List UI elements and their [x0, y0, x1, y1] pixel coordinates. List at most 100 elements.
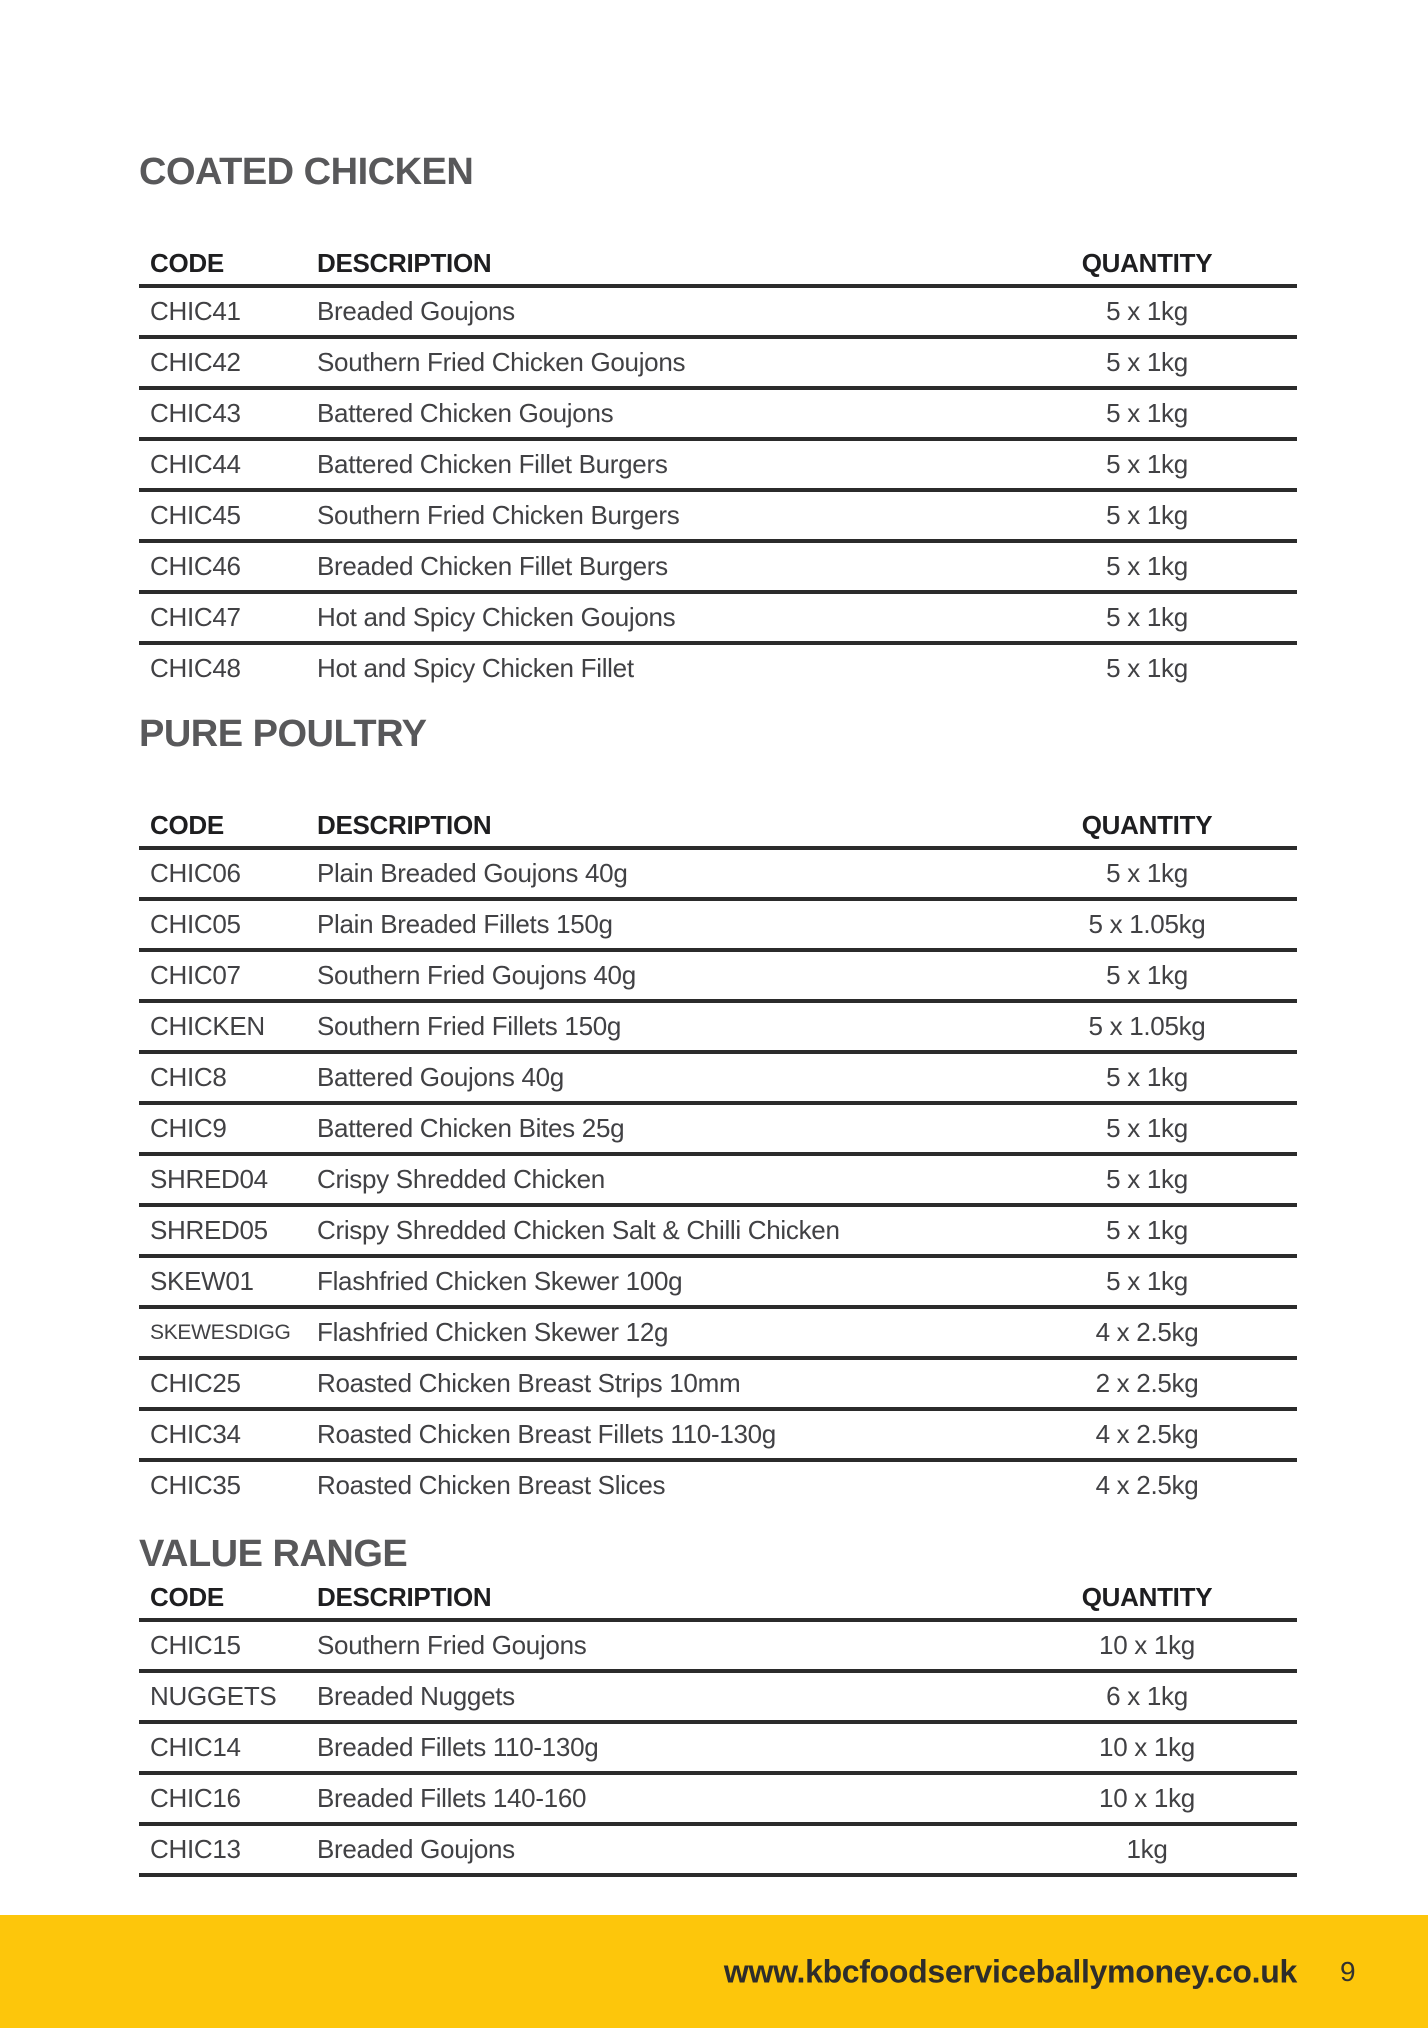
table-row: CHIC34 Roasted Chicken Breast Fillets 110… — [139, 1411, 1297, 1462]
cell-quantity: 5 x 1kg — [1106, 449, 1188, 479]
cell-code: CHIC46 — [150, 551, 241, 581]
cell-description: Breaded Goujons — [317, 1834, 515, 1864]
footer-band: www.kbcfoodserviceballymoney.co.uk 9 — [0, 1915, 1428, 2028]
column-header-description: DESCRIPTION — [317, 809, 492, 840]
cell-code: CHIC44 — [150, 449, 241, 479]
table-row: SHRED05 Crispy Shredded Chicken Salt & Ch… — [139, 1207, 1297, 1258]
cell-quantity: 10 x 1kg — [1099, 1783, 1195, 1813]
table-row: CHICKEN Southern Fried Fillets 150g 5 x 1.… — [139, 1003, 1297, 1054]
table-row: CHIC16 Breaded Fillets 140-160 10 x 1kg — [139, 1775, 1297, 1826]
cell-code: SKEW01 — [150, 1266, 254, 1296]
cell-description: Hot and Spicy Chicken Fillet — [317, 653, 634, 683]
column-header-description: DESCRIPTION — [317, 1581, 492, 1612]
cell-description: Southern Fried Goujons 40g — [317, 960, 636, 990]
table-row: CHIC35 Roasted Chicken Breast Slices 4 x 2… — [139, 1462, 1297, 1509]
section-title: VALUE RANGE — [139, 1533, 408, 1575]
cell-quantity: 2 x 2.5kg — [1095, 1368, 1199, 1398]
cell-description: Southern Fried Chicken Goujons — [317, 347, 686, 377]
cell-quantity: 4 x 2.5kg — [1095, 1317, 1199, 1347]
table-body: CHIC15 Southern Fried Goujons 10 x 1kg NUGG… — [139, 1622, 1297, 1877]
cell-code: SHRED04 — [150, 1164, 268, 1194]
table-row: SKEWESDIGG Flashfried Chicken Skewer 12g 4… — [139, 1309, 1297, 1360]
table-row: CHIC8 Battered Goujons 40g 5 x 1kg — [139, 1054, 1297, 1105]
cell-description: Battered Chicken Bites 25g — [317, 1113, 625, 1143]
cell-description: Battered Chicken Goujons — [317, 398, 614, 428]
cell-code: CHIC05 — [150, 909, 241, 939]
section-title: COATED CHICKEN — [139, 151, 474, 193]
table-row: CHIC14 Breaded Fillets 110-130g 10 x 1kg — [139, 1724, 1297, 1775]
cell-code: CHIC48 — [150, 653, 241, 683]
cell-code: CHIC15 — [150, 1630, 241, 1660]
table-row: CHIC06 Plain Breaded Goujons 40g 5 x 1kg — [139, 850, 1297, 901]
cell-code: CHIC35 — [150, 1470, 241, 1500]
cell-description: Southern Fried Goujons — [317, 1630, 587, 1660]
cell-quantity: 5 x 1kg — [1106, 398, 1188, 428]
cell-code: CHIC43 — [150, 398, 241, 428]
cell-code: SKEWESDIGG — [150, 1320, 291, 1344]
table-row: CHIC41 Breaded Goujons 5 x 1kg — [139, 288, 1297, 339]
table-header-row: CODE DESCRIPTION QUANTITY — [139, 1576, 1297, 1622]
table-header-row: CODE DESCRIPTION QUANTITY — [139, 804, 1297, 850]
cell-description: Flashfried Chicken Skewer 100g — [317, 1266, 683, 1296]
table-body: CHIC06 Plain Breaded Goujons 40g 5 x 1kg CH… — [139, 850, 1297, 1509]
cell-quantity: 6 x 1kg — [1106, 1681, 1188, 1711]
table-row: CHIC47 Hot and Spicy Chicken Goujons 5 x 1… — [139, 594, 1297, 645]
cell-code: CHIC45 — [150, 500, 241, 530]
column-header-code: CODE — [150, 247, 224, 278]
cell-quantity: 5 x 1kg — [1106, 1215, 1188, 1245]
table-row: SHRED04 Crispy Shredded Chicken 5 x 1kg — [139, 1156, 1297, 1207]
table-row: NUGGETS Breaded Nuggets 6 x 1kg — [139, 1673, 1297, 1724]
section-coated-chicken: COATED CHICKEN CODE DESCRIPTION QUANTITY… — [139, 150, 1297, 692]
cell-description: Crispy Shredded Chicken Salt & Chilli Ch… — [317, 1215, 840, 1245]
table-row: CHIC48 Hot and Spicy Chicken Fillet 5 x 1k… — [139, 645, 1297, 692]
cell-code: CHIC25 — [150, 1368, 241, 1398]
cell-description: Breaded Nuggets — [317, 1681, 515, 1711]
cell-code: CHIC42 — [150, 347, 241, 377]
cell-code: CHIC41 — [150, 296, 241, 326]
cell-description: Southern Fried Fillets 150g — [317, 1011, 622, 1041]
cell-description: Roasted Chicken Breast Fillets 110-130g — [317, 1419, 776, 1449]
cell-quantity: 4 x 2.5kg — [1095, 1470, 1199, 1500]
cell-code: SHRED05 — [150, 1215, 268, 1245]
table-row: CHIC07 Southern Fried Goujons 40g 5 x 1kg — [139, 952, 1297, 1003]
cell-description: Roasted Chicken Breast Slices — [317, 1470, 666, 1500]
table-row: SKEW01 Flashfried Chicken Skewer 100g 5 x … — [139, 1258, 1297, 1309]
cell-quantity: 5 x 1kg — [1106, 602, 1188, 632]
cell-description: Breaded Goujons — [317, 296, 515, 326]
cell-quantity: 5 x 1kg — [1106, 500, 1188, 530]
table-row: CHIC9 Battered Chicken Bites 25g 5 x 1kg — [139, 1105, 1297, 1156]
cell-quantity: 5 x 1kg — [1106, 653, 1188, 683]
cell-description: Plain Breaded Goujons 40g — [317, 858, 628, 888]
cell-code: CHIC34 — [150, 1419, 241, 1449]
cell-code: NUGGETS — [150, 1681, 277, 1711]
column-header-quantity: QUANTITY — [1081, 809, 1213, 840]
website-url-link[interactable]: www.kbcfoodserviceballymoney.co.uk — [723, 1953, 1297, 1989]
column-header-code: CODE — [150, 809, 224, 840]
cell-quantity: 5 x 1kg — [1106, 551, 1188, 581]
column-header-description: DESCRIPTION — [317, 247, 492, 278]
cell-description: Breaded Fillets 140-160 — [317, 1783, 587, 1813]
cell-quantity: 5 x 1kg — [1106, 1164, 1188, 1194]
table-row: CHIC46 Breaded Chicken Fillet Burgers 5 x … — [139, 543, 1297, 594]
cell-quantity: 5 x 1kg — [1106, 1113, 1188, 1143]
table-row: CHIC44 Battered Chicken Fillet Burgers 5 x… — [139, 441, 1297, 492]
cell-quantity: 5 x 1kg — [1106, 296, 1188, 326]
table-row: CHIC25 Roasted Chicken Breast Strips 10mm… — [139, 1360, 1297, 1411]
cell-quantity: 1kg — [1126, 1834, 1168, 1864]
table-body: CHIC41 Breaded Goujons 5 x 1kg CHIC42 Southe… — [139, 288, 1297, 692]
cell-code: CHIC16 — [150, 1783, 241, 1813]
cell-quantity: 5 x 1kg — [1106, 1062, 1188, 1092]
cell-quantity: 5 x 1kg — [1106, 347, 1188, 377]
column-header-quantity: QUANTITY — [1081, 1581, 1213, 1612]
cell-description: Hot and Spicy Chicken Goujons — [317, 602, 676, 632]
cell-description: Battered Goujons 40g — [317, 1062, 564, 1092]
cell-code: CHIC13 — [150, 1834, 241, 1864]
cell-description: Plain Breaded Fillets 150g — [317, 909, 613, 939]
cell-quantity: 5 x 1.05kg — [1088, 1011, 1206, 1041]
table-row: CHIC45 Southern Fried Chicken Burgers 5 x … — [139, 492, 1297, 543]
cell-quantity: 10 x 1kg — [1099, 1732, 1195, 1762]
cell-quantity: 5 x 1kg — [1106, 1266, 1188, 1296]
column-header-code: CODE — [150, 1581, 224, 1612]
cell-description: Flashfried Chicken Skewer 12g — [317, 1317, 669, 1347]
section-pure-poultry: PURE POULTRY CODE DESCRIPTION QUANTITY C… — [139, 712, 1297, 1509]
